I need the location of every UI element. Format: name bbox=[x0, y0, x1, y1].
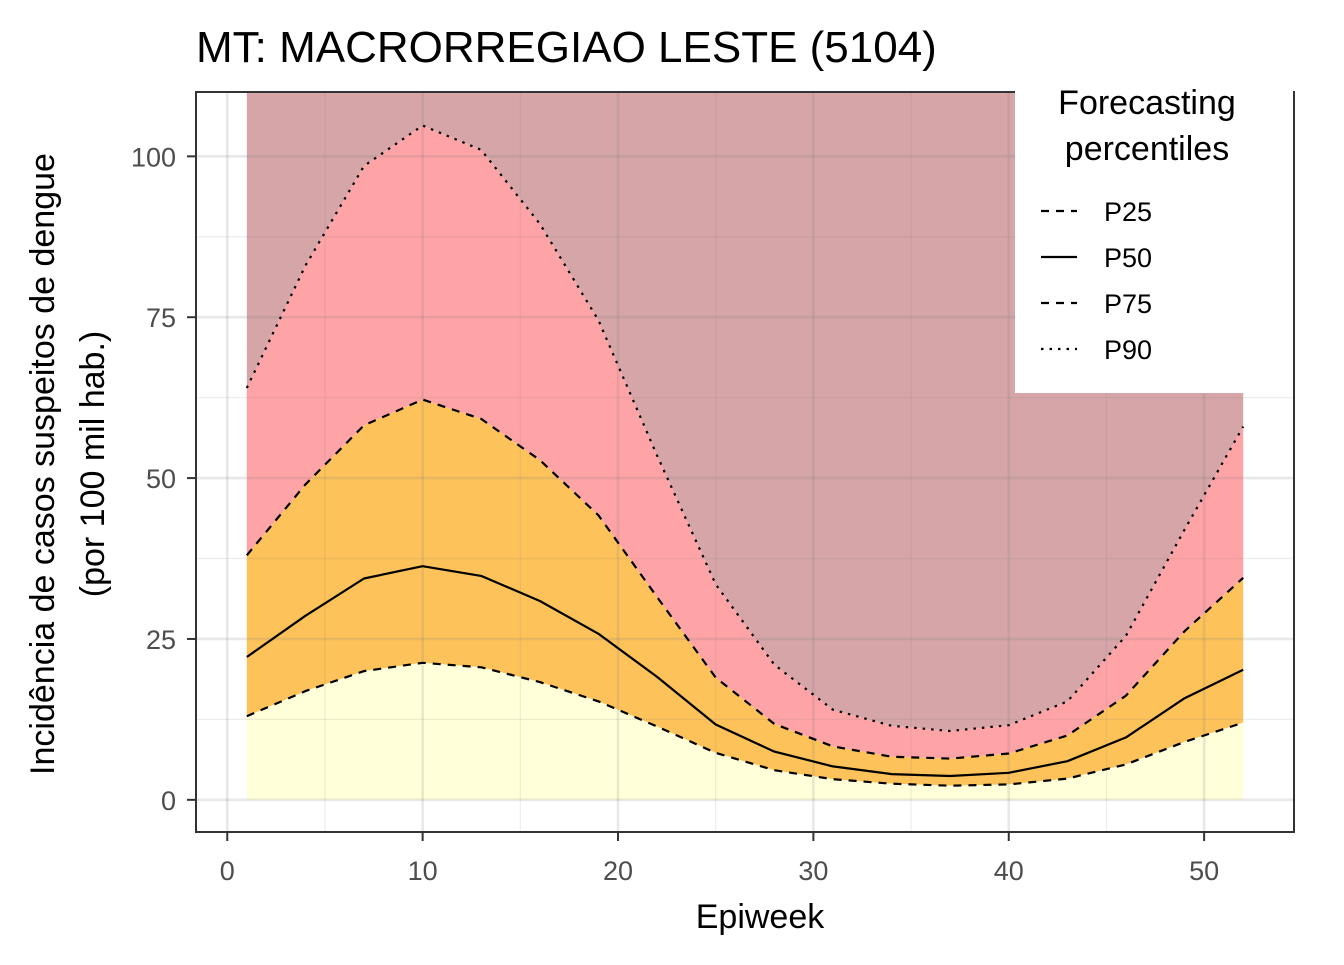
series-lines-layer bbox=[245, 124, 1245, 787]
y-axis-label: Incidência de casos suspeitos de dengue … bbox=[24, 153, 112, 775]
band-p25-p75 bbox=[246, 399, 1244, 786]
y-tick-label: 100 bbox=[131, 142, 176, 172]
y-tick-label: 0 bbox=[161, 786, 176, 816]
y-axis-label-line1: Incidência de casos suspeitos de dengue bbox=[24, 153, 62, 775]
legend-label-p75: P75 bbox=[1104, 289, 1152, 319]
legend-title-line1: Forecasting bbox=[1058, 84, 1236, 122]
y-tick-label: 50 bbox=[146, 464, 176, 494]
series-line-p25 bbox=[246, 661, 1244, 787]
x-tick-label: 0 bbox=[220, 856, 235, 886]
band-p75-p90 bbox=[246, 125, 1244, 759]
x-tick-label: 40 bbox=[994, 856, 1024, 886]
x-tick-label: 30 bbox=[798, 856, 828, 886]
x-tick-label: 10 bbox=[408, 856, 438, 886]
band-below-p25 bbox=[246, 662, 1244, 800]
band-above-p90 bbox=[246, 92, 1244, 731]
legend-entries: P25 P50 P75 P90 bbox=[1041, 197, 1152, 365]
y-axis-label-line2: (por 100 mil hab.) bbox=[74, 331, 112, 597]
plot-panel-border bbox=[195, 91, 1295, 833]
ticks-layer: 0 10 20 30 40 50 0 25 50 75 100 bbox=[131, 142, 1219, 886]
legend-label-p50: P50 bbox=[1104, 243, 1152, 273]
x-axis-label: Epiweek bbox=[696, 898, 826, 936]
series-line-p50 bbox=[246, 565, 1244, 778]
legend-label-p90: P90 bbox=[1104, 335, 1152, 365]
bands-layer bbox=[246, 92, 1244, 800]
series-line-p75 bbox=[245, 398, 1244, 760]
x-tick-label: 50 bbox=[1189, 856, 1219, 886]
legend: Forecasting percentiles P25 P50 P75 P90 bbox=[1015, 78, 1293, 393]
x-tick-label: 20 bbox=[603, 856, 633, 886]
legend-background bbox=[1015, 78, 1293, 393]
chart-title: MT: MACRORREGIAO LESTE (5104) bbox=[196, 23, 937, 72]
y-tick-label: 25 bbox=[146, 625, 176, 655]
legend-title-line2: percentiles bbox=[1065, 130, 1229, 168]
legend-label-p25: P25 bbox=[1104, 197, 1152, 227]
y-tick-label: 75 bbox=[146, 303, 176, 333]
